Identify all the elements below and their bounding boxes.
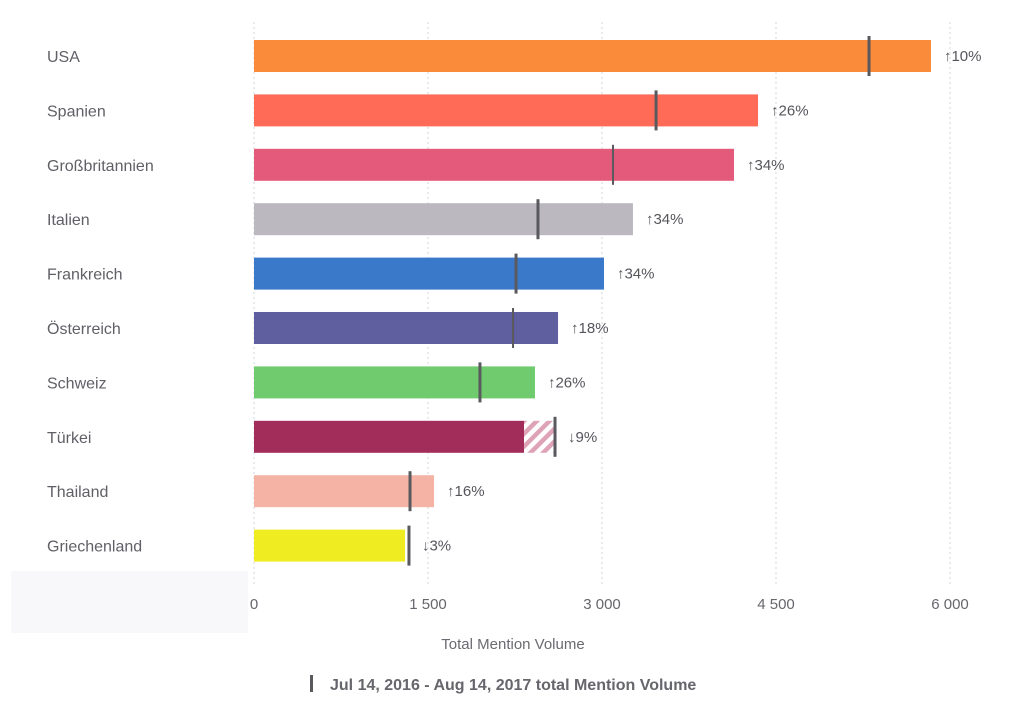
change-percent: 34% bbox=[755, 157, 785, 174]
change-percent: 9% bbox=[576, 429, 598, 446]
previous-period-marker bbox=[553, 416, 557, 457]
previous-period-marker bbox=[536, 199, 540, 240]
change-label: ↑10% bbox=[944, 48, 982, 65]
category-label: Griechenland bbox=[47, 539, 142, 556]
x-tick-label: 6 000 bbox=[931, 596, 969, 613]
previous-period-marker bbox=[612, 144, 615, 185]
bar bbox=[254, 40, 931, 72]
change-percent: 10% bbox=[951, 48, 981, 65]
category-label: Großbritannien bbox=[47, 158, 154, 175]
arrow-up-icon: ↑ bbox=[447, 483, 455, 500]
bar bbox=[254, 420, 525, 453]
change-label: ↑18% bbox=[571, 320, 609, 337]
bar bbox=[254, 529, 406, 562]
x-tick-label: 1 500 bbox=[409, 596, 447, 613]
x-tick-labels: 0 1 500 3 000 4 500 6 000 bbox=[250, 596, 969, 613]
bar bbox=[254, 148, 735, 181]
previous-period-marker bbox=[512, 308, 515, 348]
x-axis-title: Total Mention Volume bbox=[441, 636, 584, 653]
category-labels: USA Spanien Großbritannien Italien Frankreic… bbox=[47, 49, 154, 556]
category-label: Österreich bbox=[47, 320, 121, 338]
bar-group: ↑26% bbox=[254, 362, 586, 403]
decline-hatch bbox=[524, 420, 556, 453]
category-label: Frankreich bbox=[47, 267, 123, 284]
change-label: ↑34% bbox=[617, 266, 655, 283]
change-label: ↑34% bbox=[646, 211, 684, 228]
category-label: Schweiz bbox=[47, 375, 107, 392]
category-label: Italien bbox=[47, 212, 90, 229]
bar-group: ↑18% bbox=[254, 308, 609, 348]
change-label: ↑16% bbox=[447, 483, 485, 500]
arrow-down-icon: ↓ bbox=[568, 429, 576, 446]
legend: Jul 14, 2016 - Aug 14, 2017 total Mentio… bbox=[310, 675, 696, 694]
change-percent: 16% bbox=[455, 483, 485, 500]
legend-marker-swatch bbox=[310, 675, 313, 692]
bar-group: ↓3% bbox=[254, 525, 451, 566]
change-label: ↑26% bbox=[771, 102, 809, 119]
arrow-up-icon: ↑ bbox=[771, 102, 779, 119]
gridlines bbox=[253, 22, 951, 585]
bar-group: ↑26% bbox=[254, 90, 809, 131]
bar-group: ↑34% bbox=[254, 199, 684, 240]
x-tick-label: 4 500 bbox=[757, 596, 795, 613]
change-percent: 26% bbox=[555, 374, 585, 391]
arrow-up-icon: ↑ bbox=[646, 211, 654, 228]
bar-group: ↓9% bbox=[254, 416, 597, 457]
change-percent: 3% bbox=[429, 538, 451, 555]
arrow-up-icon: ↑ bbox=[617, 266, 625, 283]
category-label: USA bbox=[47, 49, 80, 66]
x-tick-label: 3 000 bbox=[583, 596, 621, 613]
change-percent: 34% bbox=[653, 211, 683, 228]
change-label: ↓9% bbox=[568, 429, 597, 446]
category-label-panel bbox=[11, 571, 248, 633]
bar bbox=[254, 94, 759, 127]
previous-period-marker bbox=[478, 362, 482, 403]
bar bbox=[254, 257, 604, 290]
bar-group: ↑34% bbox=[254, 253, 655, 294]
change-label: ↓3% bbox=[422, 538, 451, 555]
arrow-up-icon: ↑ bbox=[548, 374, 556, 391]
bar bbox=[254, 312, 559, 344]
arrow-up-icon: ↑ bbox=[747, 157, 755, 174]
arrow-up-icon: ↑ bbox=[571, 320, 579, 337]
previous-period-marker bbox=[408, 471, 412, 512]
bar-group: ↑34% bbox=[254, 144, 785, 185]
change-percent: 18% bbox=[579, 320, 609, 337]
category-label: Thailand bbox=[47, 484, 108, 501]
bar-group: ↑16% bbox=[254, 471, 485, 512]
legend-label: Jul 14, 2016 - Aug 14, 2017 total Mentio… bbox=[330, 677, 696, 694]
bar bbox=[254, 366, 535, 399]
bar-group: ↑10% bbox=[254, 36, 982, 76]
category-label: Türkei bbox=[47, 430, 91, 447]
bar bbox=[254, 203, 633, 236]
previous-period-marker bbox=[867, 36, 871, 76]
previous-period-marker bbox=[654, 90, 658, 131]
change-percent: 34% bbox=[624, 266, 654, 283]
x-tick-label: 0 bbox=[250, 596, 258, 613]
category-label: Spanien bbox=[47, 103, 106, 120]
bar bbox=[254, 475, 435, 508]
arrow-up-icon: ↑ bbox=[944, 48, 952, 65]
bars: ↑10%↑26%↑34%↑34%↑34%↑18%↑26%↓9%↑16%↓3% bbox=[254, 36, 982, 566]
arrow-down-icon: ↓ bbox=[422, 538, 430, 555]
change-percent: 26% bbox=[779, 102, 809, 119]
change-label: ↑26% bbox=[548, 374, 586, 391]
change-label: ↑34% bbox=[747, 157, 785, 174]
previous-period-marker bbox=[407, 525, 411, 566]
previous-period-marker bbox=[514, 253, 518, 294]
